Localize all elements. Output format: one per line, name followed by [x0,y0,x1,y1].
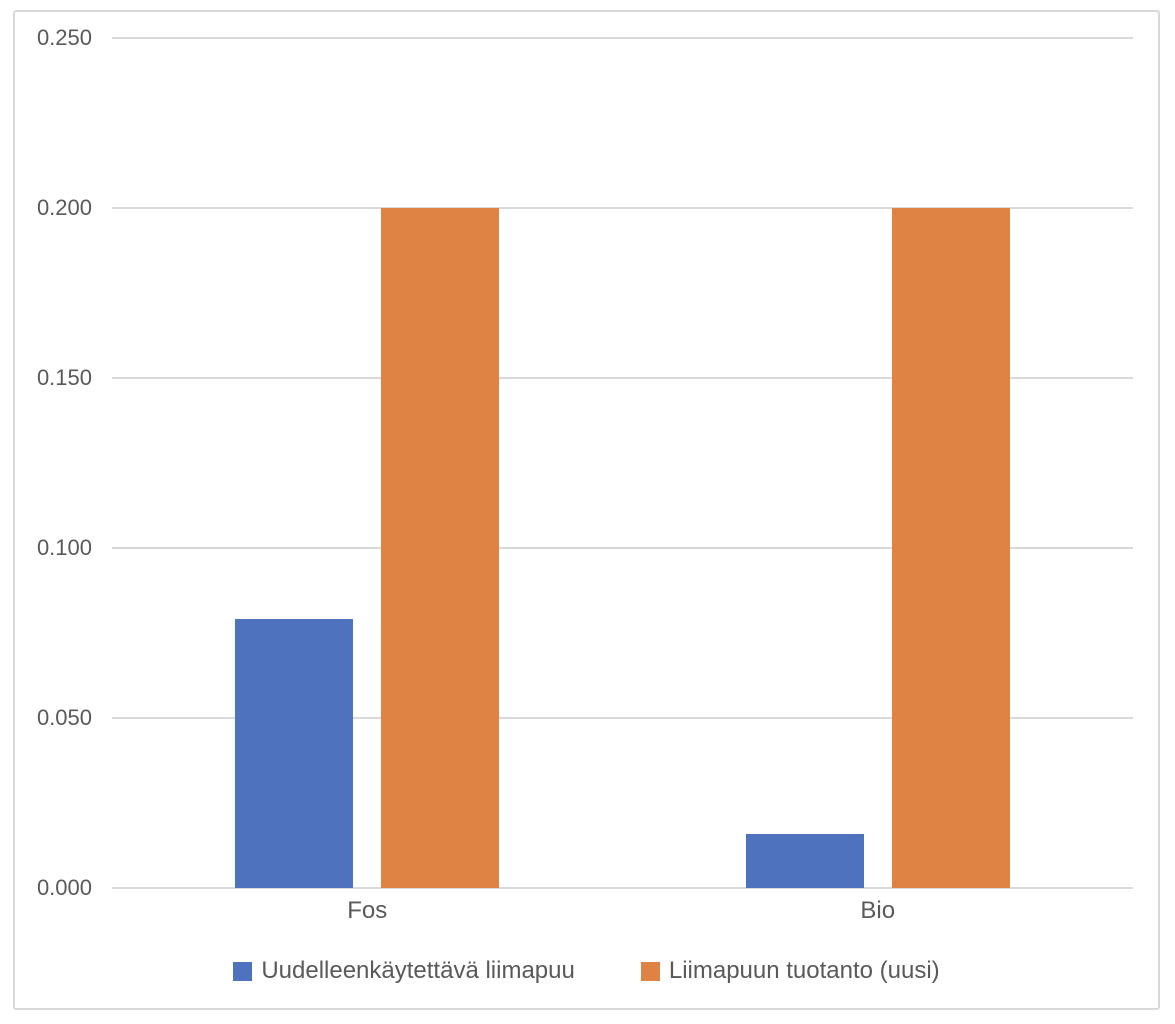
legend-label: Liimapuun tuotanto (uusi) [668,957,940,984]
gridline [112,207,1133,209]
legend: Uudelleenkäytettävä liimapuu Liimapuun tu… [13,950,1160,992]
gridline [112,37,1133,39]
legend-label: Uudelleenkäytettävä liimapuu [261,957,575,984]
x-axis-line [112,887,1133,889]
legend-swatch-icon [640,961,660,981]
x-category-label: Fos [347,897,388,924]
legend-item: Uudelleenkäytettävä liimapuu [233,956,575,986]
bar-fos-series-2 [381,208,500,888]
gridline [112,717,1133,719]
legend-swatch-icon [233,961,253,981]
y-tick-label: 0.250 [36,25,92,50]
gridline [112,547,1133,549]
y-tick-label: 0.100 [36,535,92,560]
bar-bio-series-2 [891,208,1010,888]
y-tick-label: 0.150 [36,365,92,390]
legend-item: Liimapuun tuotanto (uusi) [640,956,940,986]
y-tick-label: 0.200 [36,195,92,220]
y-tick-label: 0.050 [36,705,92,730]
bar-bio-series-1 [745,833,864,888]
x-category-label: Bio [860,897,896,924]
gridline [112,377,1133,379]
y-tick-label: 0.000 [36,875,92,900]
bar-fos-series-1 [235,619,354,888]
